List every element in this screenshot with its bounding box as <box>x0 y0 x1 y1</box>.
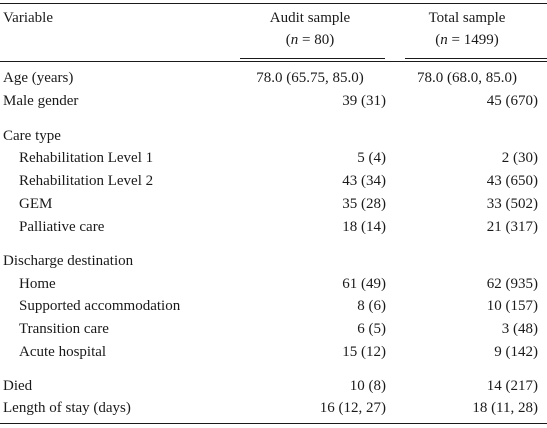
row-variable: Length of stay (days) <box>3 400 131 416</box>
row-total-value: 2 (30) <box>501 150 538 166</box>
row-total-value: 78.0 (68.0, 85.0) <box>417 70 517 86</box>
row-audit-value: 43 (34) <box>342 173 386 189</box>
header-rule-audit <box>240 58 385 59</box>
row-variable: Male gender <box>3 93 79 109</box>
row-total-value: 43 (650) <box>486 173 538 189</box>
table-row: Discharge destination <box>0 251 547 271</box>
row-variable: Age (years) <box>3 70 74 86</box>
header-total-title: Total sample <box>428 10 506 26</box>
row-audit-value: 5 (4) <box>357 150 386 166</box>
row-total-value: 21 (317) <box>486 219 538 235</box>
row-variable: GEM <box>19 196 53 212</box>
table-row: Palliative care 18 (14) 21 (317) <box>0 217 547 237</box>
row-total-value: 9 (142) <box>494 344 538 360</box>
table-row: Supported accommodation 8 (6) 10 (157) <box>0 296 547 316</box>
row-variable: Home <box>19 276 56 292</box>
table-row: Age (years) 78.0 (65.75, 85.0) 78.0 (68.0,… <box>0 68 547 88</box>
row-audit-value: 16 (12, 27) <box>319 400 386 416</box>
header-total-n: (n = 1499) <box>435 32 499 48</box>
row-variable: Rehabilitation Level 2 <box>19 173 154 189</box>
header-rule-total <box>405 58 547 59</box>
top-rule <box>0 3 547 4</box>
row-total-value: 33 (502) <box>486 196 538 212</box>
row-audit-value: 6 (5) <box>357 321 386 337</box>
row-total-value: 14 (217) <box>486 378 538 394</box>
table-row: Rehabilitation Level 1 5 (4) 2 (30) <box>0 148 547 168</box>
row-total-value: 45 (670) <box>486 93 538 109</box>
row-total-value: 3 (48) <box>501 321 538 337</box>
row-audit-value: 78.0 (65.75, 85.0) <box>256 70 364 86</box>
row-variable: Died <box>3 378 33 394</box>
row-variable: Transition care <box>19 321 109 337</box>
table-row: Male gender 39 (31) 45 (670) <box>0 91 547 111</box>
header-bottom-rule <box>0 61 547 62</box>
row-audit-value: 8 (6) <box>357 298 386 314</box>
table-row: Home 61 (49) 62 (935) <box>0 274 547 294</box>
row-variable: Rehabilitation Level 1 <box>19 150 154 166</box>
row-variable: Acute hospital <box>19 344 107 360</box>
row-variable: Supported accommodation <box>19 298 181 314</box>
row-total-value: 18 (11, 28) <box>472 400 538 416</box>
table-header: Variable Audit sample (n = 80) Total sam… <box>0 8 547 58</box>
table-row: Rehabilitation Level 2 43 (34) 43 (650) <box>0 171 547 191</box>
table-row: GEM 35 (28) 33 (502) <box>0 194 547 214</box>
row-variable: Palliative care <box>19 219 105 235</box>
row-audit-value: 10 (8) <box>349 378 386 394</box>
row-audit-value: 15 (12) <box>342 344 386 360</box>
row-audit-value: 35 (28) <box>342 196 386 212</box>
header-audit-title: Audit sample <box>269 10 351 26</box>
table-row: Care type <box>0 126 547 146</box>
row-variable: Discharge destination <box>3 253 134 269</box>
bottom-rule <box>0 423 547 424</box>
row-audit-value: 18 (14) <box>342 219 386 235</box>
row-total-value: 10 (157) <box>486 298 538 314</box>
header-variable: Variable <box>3 10 53 26</box>
row-audit-value: 39 (31) <box>342 93 386 109</box>
row-total-value: 62 (935) <box>486 276 538 292</box>
header-audit-n: (n = 80) <box>285 32 335 48</box>
table-row: Transition care 6 (5) 3 (48) <box>0 319 547 339</box>
table-row: Died 10 (8) 14 (217) <box>0 376 547 396</box>
row-variable: Care type <box>3 128 61 144</box>
row-audit-value: 61 (49) <box>342 276 386 292</box>
table-row: Acute hospital 15 (12) 9 (142) <box>0 342 547 362</box>
table-row: Length of stay (days) 16 (12, 27) 18 (11, … <box>0 398 547 418</box>
